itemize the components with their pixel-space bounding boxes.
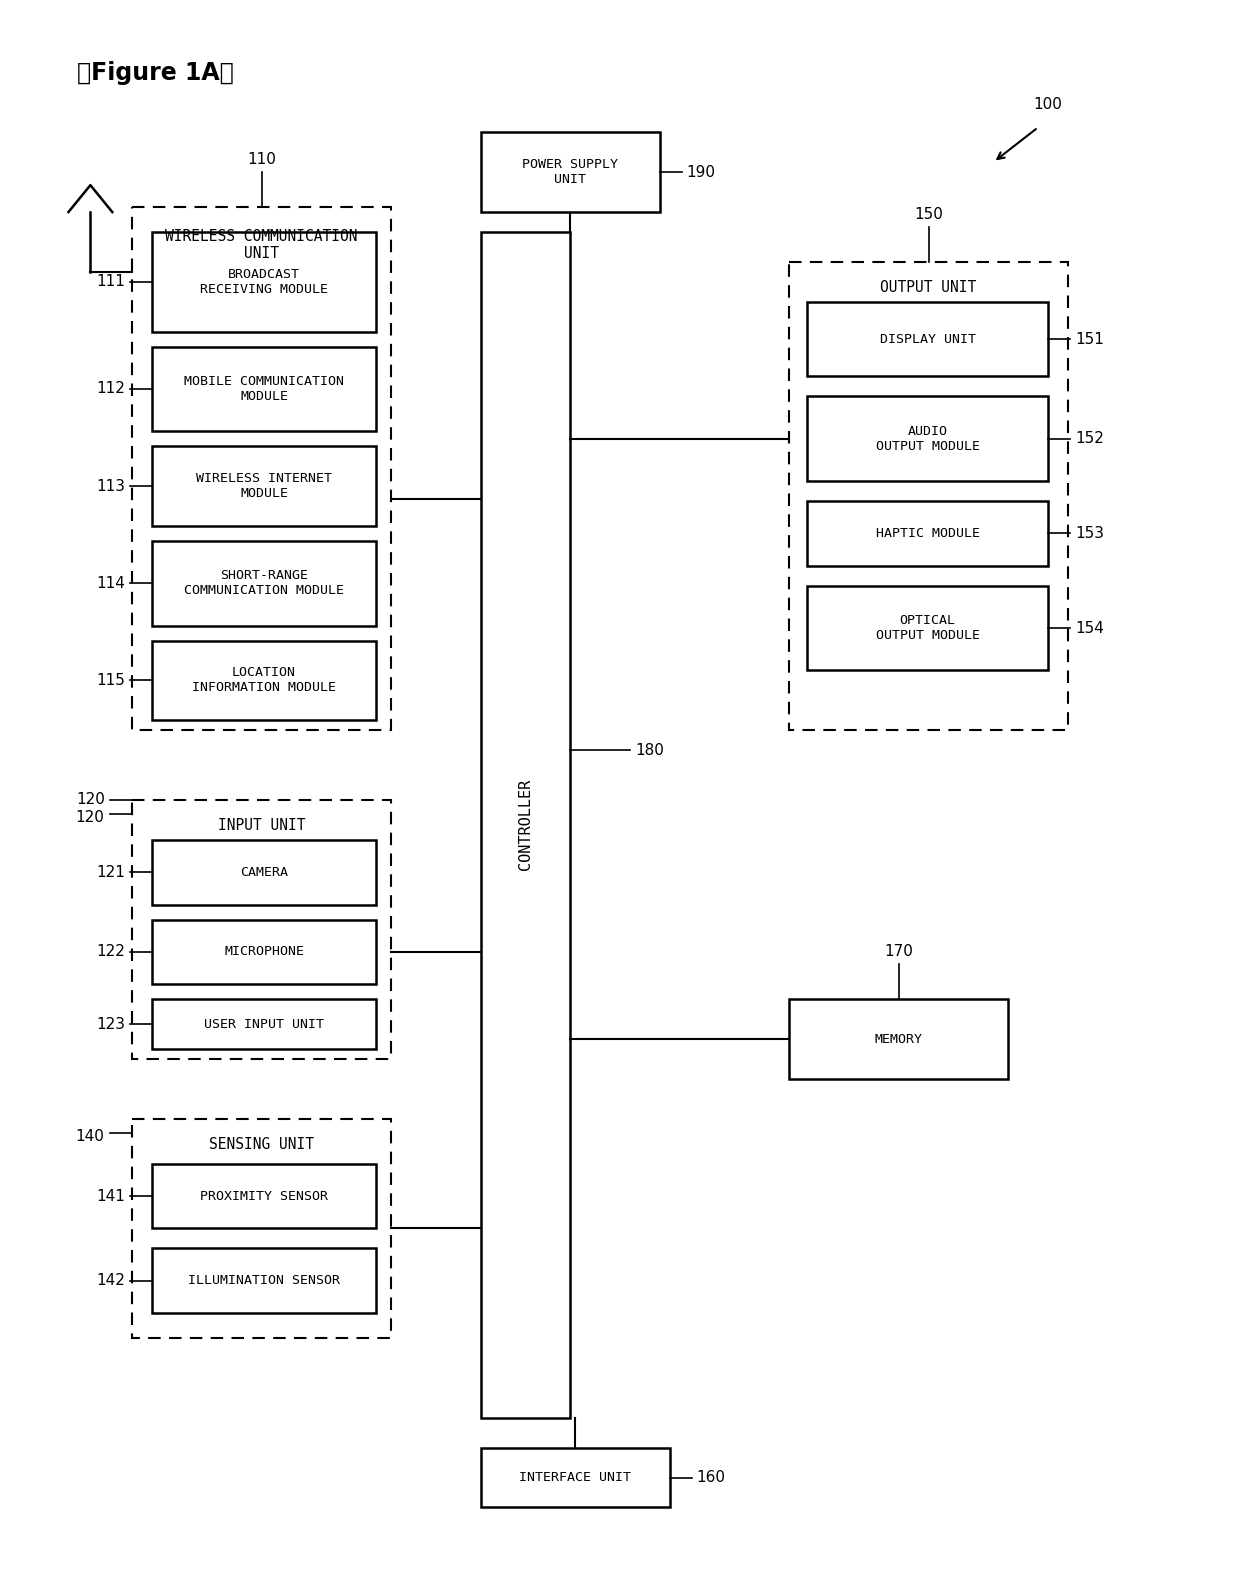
Text: 141: 141 [97, 1188, 125, 1204]
Bar [153, 1163, 376, 1228]
Text: 112: 112 [97, 381, 125, 397]
Text: 114: 114 [97, 575, 125, 591]
Bar [133, 206, 391, 730]
Text: PROXIMITY SENSOR: PROXIMITY SENSOR [200, 1190, 329, 1202]
Bar [153, 347, 376, 432]
Text: 123: 123 [97, 1017, 125, 1032]
Text: 115: 115 [97, 673, 125, 687]
Text: 「Figure 1A」: 「Figure 1A」 [77, 60, 234, 85]
Bar [807, 586, 1048, 670]
Text: HAPTIC MODULE: HAPTIC MODULE [875, 526, 980, 541]
Text: WIRELESS COMMUNICATION
UNIT: WIRELESS COMMUNICATION UNIT [165, 229, 358, 262]
Text: OPTICAL
OUTPUT MODULE: OPTICAL OUTPUT MODULE [875, 615, 980, 641]
Bar [153, 919, 376, 985]
Text: 190: 190 [687, 164, 715, 180]
Text: AUDIO
OUTPUT MODULE: AUDIO OUTPUT MODULE [875, 426, 980, 452]
Bar [789, 999, 1008, 1080]
Bar [153, 446, 376, 526]
Text: 153: 153 [1075, 526, 1104, 541]
Text: 160: 160 [697, 1470, 725, 1485]
Text: 120: 120 [77, 793, 105, 807]
Bar [807, 397, 1048, 481]
Text: WIRELESS INTERNET
MODULE: WIRELESS INTERNET MODULE [196, 473, 332, 500]
Text: 100: 100 [1034, 98, 1063, 112]
Bar [153, 541, 376, 626]
Bar [481, 132, 660, 213]
Bar [153, 999, 376, 1050]
Bar [153, 1248, 376, 1313]
Text: 150: 150 [914, 206, 944, 222]
Bar [481, 232, 570, 1418]
Bar [153, 840, 376, 905]
Text: SHORT-RANGE
COMMUNICATION MODULE: SHORT-RANGE COMMUNICATION MODULE [184, 569, 345, 597]
Text: 152: 152 [1075, 432, 1104, 446]
Text: DISPLAY UNIT: DISPLAY UNIT [879, 333, 976, 345]
Text: 122: 122 [97, 944, 125, 960]
Text: 180: 180 [635, 742, 663, 758]
Text: USER INPUT UNIT: USER INPUT UNIT [205, 1018, 324, 1031]
Text: 154: 154 [1075, 621, 1104, 635]
Text: OUTPUT UNIT: OUTPUT UNIT [880, 281, 977, 295]
Bar [153, 640, 376, 720]
Text: 120: 120 [76, 810, 104, 824]
Bar [133, 1119, 391, 1338]
Text: ILLUMINATION SENSOR: ILLUMINATION SENSOR [188, 1275, 340, 1288]
Text: BROADCAST
RECEIVING MODULE: BROADCAST RECEIVING MODULE [200, 268, 329, 296]
Text: 151: 151 [1075, 331, 1104, 347]
Text: SENSING UNIT: SENSING UNIT [210, 1136, 314, 1152]
Text: INTERFACE UNIT: INTERFACE UNIT [520, 1470, 631, 1485]
Text: 170: 170 [884, 944, 913, 960]
Bar [153, 232, 376, 331]
Text: 110: 110 [247, 153, 277, 167]
Bar [807, 301, 1048, 377]
Bar [481, 1448, 670, 1508]
Text: INPUT UNIT: INPUT UNIT [218, 818, 305, 832]
Text: 111: 111 [97, 274, 125, 290]
Bar [807, 501, 1048, 566]
Bar [789, 262, 1068, 730]
Text: CAMERA: CAMERA [241, 865, 288, 879]
Text: 142: 142 [97, 1273, 125, 1288]
Text: POWER SUPPLY
UNIT: POWER SUPPLY UNIT [522, 158, 619, 186]
Bar [133, 801, 391, 1059]
Text: 121: 121 [97, 865, 125, 879]
Text: MICROPHONE: MICROPHONE [224, 946, 304, 958]
Text: MOBILE COMMUNICATION
MODULE: MOBILE COMMUNICATION MODULE [184, 375, 345, 403]
Text: CONTROLLER: CONTROLLER [518, 779, 533, 870]
Text: MEMORY: MEMORY [874, 1032, 923, 1045]
Text: 140: 140 [76, 1128, 104, 1144]
Text: LOCATION
INFORMATION MODULE: LOCATION INFORMATION MODULE [192, 667, 336, 695]
Text: 113: 113 [97, 479, 125, 493]
